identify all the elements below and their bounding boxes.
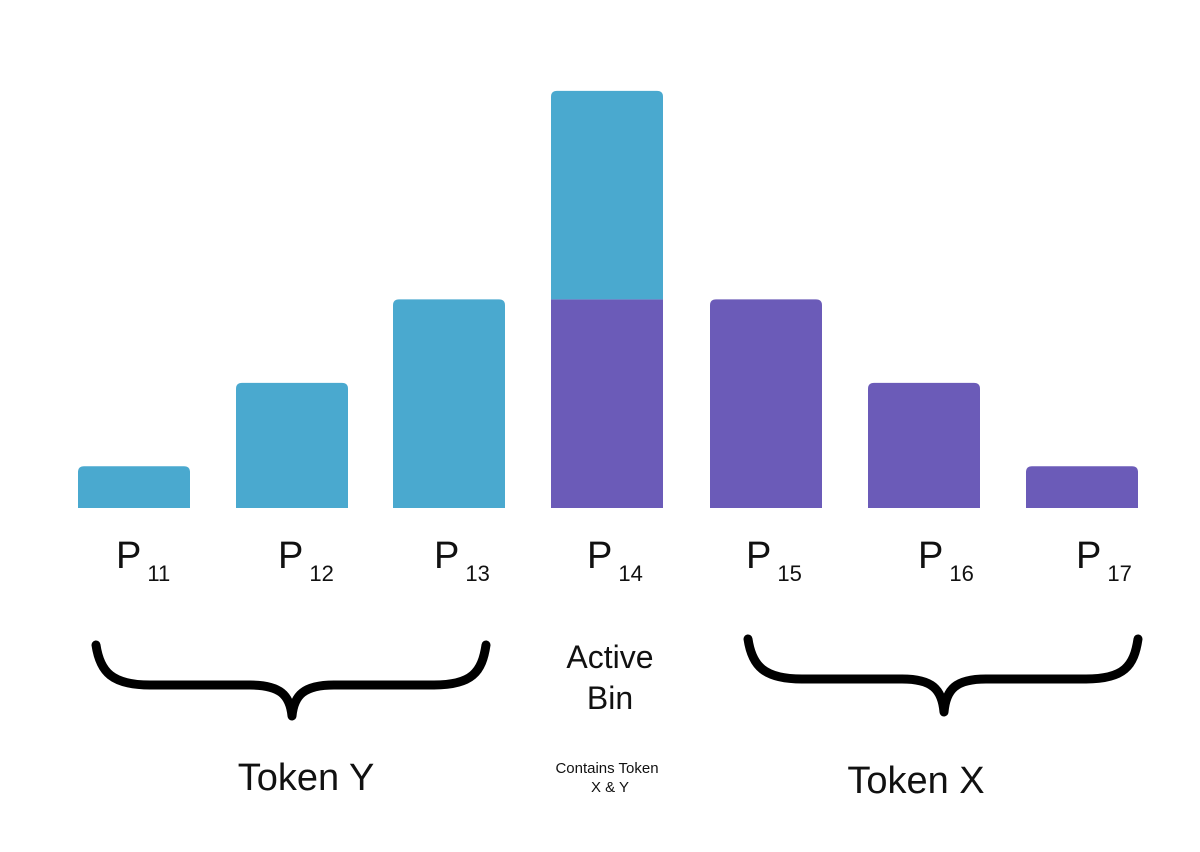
token-y-bracket <box>91 640 491 721</box>
active-bin-label-line1: Active <box>566 639 653 675</box>
bin-label-p13: P 13 <box>434 535 490 586</box>
bin-labels-layer: P 11 P 12 P 13 P 14 P 15 P 16 P 17 <box>116 535 1132 586</box>
bar-p17-token-x <box>1026 466 1138 508</box>
token-y-label: Token Y <box>238 757 375 799</box>
bar-p14-token-x <box>551 299 663 508</box>
token-x-bracket <box>743 634 1143 717</box>
bin-label-p12: P 12 <box>278 535 334 586</box>
bin-label-p14: P 14 <box>587 535 643 586</box>
bin-label-p17: P 17 <box>1076 535 1132 586</box>
bin-label-p11: P 11 <box>116 535 170 586</box>
bar-p15-token-x <box>710 299 822 508</box>
bin-label-p15: P 15 <box>746 535 802 586</box>
bar-p12-token-y <box>236 382 348 508</box>
bar-p13-token-y <box>393 299 505 508</box>
active-bin-note-line1: Contains Token <box>555 760 658 777</box>
bars-layer <box>78 90 1138 508</box>
active-bin-label-line2: Bin <box>587 680 633 716</box>
active-bin-note-line2: X & Y <box>591 779 629 796</box>
bar-p11-token-y <box>78 466 190 508</box>
bar-p16-token-x <box>868 382 980 508</box>
token-x-label: Token X <box>847 760 984 802</box>
bin-label-p16: P 16 <box>918 535 974 586</box>
bar-p14-token-y <box>551 90 663 300</box>
